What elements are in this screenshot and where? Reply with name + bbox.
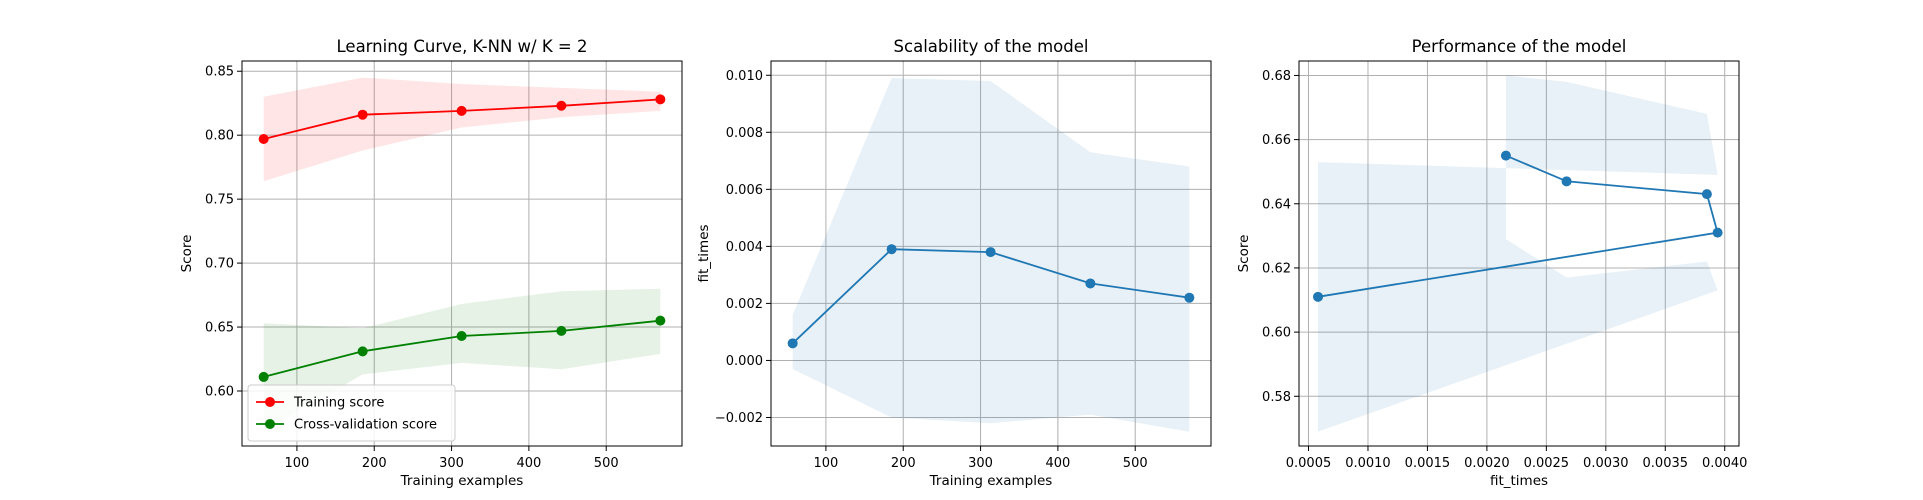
y-tick-label: 0.70 <box>205 257 234 272</box>
x-tick-label: 0.0020 <box>1464 456 1510 471</box>
data-point <box>1184 292 1195 303</box>
x-tick-label: 200 <box>891 456 916 471</box>
data-point <box>655 94 666 105</box>
data-point <box>357 346 368 357</box>
y-tick-label: 0.010 <box>726 69 763 84</box>
x-tick-label: 0.0025 <box>1524 456 1570 471</box>
y-tick-label: 0.60 <box>205 385 234 400</box>
axes-frame <box>241 60 683 447</box>
axes-frame <box>770 60 1212 447</box>
axes-frame <box>1298 60 1740 447</box>
x-tick-label: 500 <box>594 456 619 471</box>
data-point <box>655 315 666 326</box>
data-point <box>886 244 897 255</box>
plot-area <box>1313 75 1723 432</box>
y-tick-label: 0.66 <box>1262 133 1291 148</box>
y-tick-label: −0.002 <box>715 411 763 426</box>
x-tick-label: 400 <box>516 456 541 471</box>
data-point <box>357 109 368 120</box>
x-tick-label: 300 <box>439 456 464 471</box>
legend-marker <box>265 397 275 407</box>
legend: Training score Cross-validation score <box>247 384 456 442</box>
y-tick-label: 0.008 <box>726 126 763 141</box>
data-point <box>556 325 567 336</box>
chart-panel-2: 100 200 300 400 500 −0.002 0.000 0.002 0.004 0.00… <box>696 37 1212 489</box>
data-point <box>456 105 467 116</box>
chart-title: Learning Curve, K-NN w/ K = 2 <box>337 37 588 56</box>
legend-marker <box>265 419 275 429</box>
data-point <box>556 100 567 111</box>
chart-title: Scalability of the model <box>894 37 1089 56</box>
chart-title: Performance of the model <box>1412 37 1627 56</box>
y-axis-label: fit_times <box>696 224 712 282</box>
y-tick-label: 0.004 <box>726 240 763 255</box>
y-tick-label: 0.80 <box>205 129 234 144</box>
y-tick-label: 0.85 <box>205 65 234 80</box>
y-tick-label: 0.60 <box>1262 326 1291 341</box>
plot-area <box>258 77 666 431</box>
y-tick-label: 0.000 <box>726 354 763 369</box>
x-tick-label: 400 <box>1045 456 1070 471</box>
x-tick-label: 0.0010 <box>1345 456 1391 471</box>
x-tick-label: 100 <box>813 456 838 471</box>
data-point <box>1313 291 1324 302</box>
plot-area <box>787 78 1195 432</box>
x-tick-label: 300 <box>968 456 993 471</box>
y-tick-label: 0.75 <box>205 193 234 208</box>
legend-box <box>247 384 456 442</box>
data-point <box>1500 150 1511 161</box>
y-tick-label: 0.68 <box>1262 69 1291 84</box>
y-tick-label: 0.62 <box>1262 261 1291 276</box>
x-tick-label: 200 <box>362 456 387 471</box>
legend-label: Training score <box>293 396 384 411</box>
y-tick-label: 0.58 <box>1262 390 1291 405</box>
x-tick-label: 500 <box>1123 456 1148 471</box>
y-axis-label: Score <box>179 235 195 273</box>
x-axis-label: Training examples <box>929 473 1053 489</box>
y-tick-label: 0.006 <box>726 183 763 198</box>
data-point <box>1085 278 1096 289</box>
data-point <box>258 371 269 382</box>
x-tick-label: 0.0030 <box>1583 456 1629 471</box>
y-tick-label: 0.65 <box>205 321 234 336</box>
chart-panel-3: 0.0005 0.0010 0.0015 0.0020 0.0025 0.0030 0.00… <box>1236 37 1747 489</box>
y-tick-label: 0.002 <box>726 297 763 312</box>
data-point <box>258 134 269 145</box>
x-tick-label: 0.0040 <box>1702 456 1748 471</box>
chart-panel-1: 100 200 300 400 500 0.60 0.65 0.70 0.75 0.80 0.85 L… <box>179 37 683 489</box>
data-point <box>985 247 996 258</box>
data-point <box>456 331 467 341</box>
x-axis-label: fit_times <box>1490 473 1548 489</box>
y-axis-label: Score <box>1236 235 1252 273</box>
data-point <box>1561 176 1572 187</box>
x-tick-label: 100 <box>284 456 309 471</box>
legend-label: Cross-validation score <box>294 418 437 433</box>
data-point <box>1701 189 1712 200</box>
data-point <box>787 338 798 349</box>
x-tick-label: 0.0035 <box>1643 456 1689 471</box>
confidence-band-1 <box>263 77 661 182</box>
x-tick-label: 0.0015 <box>1405 456 1451 471</box>
x-axis-label: Training examples <box>400 473 524 489</box>
data-point <box>1712 227 1723 238</box>
x-tick-label: 0.0005 <box>1286 456 1332 471</box>
y-tick-label: 0.64 <box>1262 197 1291 212</box>
confidence-band-2 <box>263 288 661 431</box>
confidence-band-1 <box>1318 75 1718 432</box>
